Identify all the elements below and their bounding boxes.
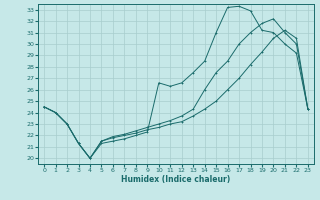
X-axis label: Humidex (Indice chaleur): Humidex (Indice chaleur) [121,175,231,184]
